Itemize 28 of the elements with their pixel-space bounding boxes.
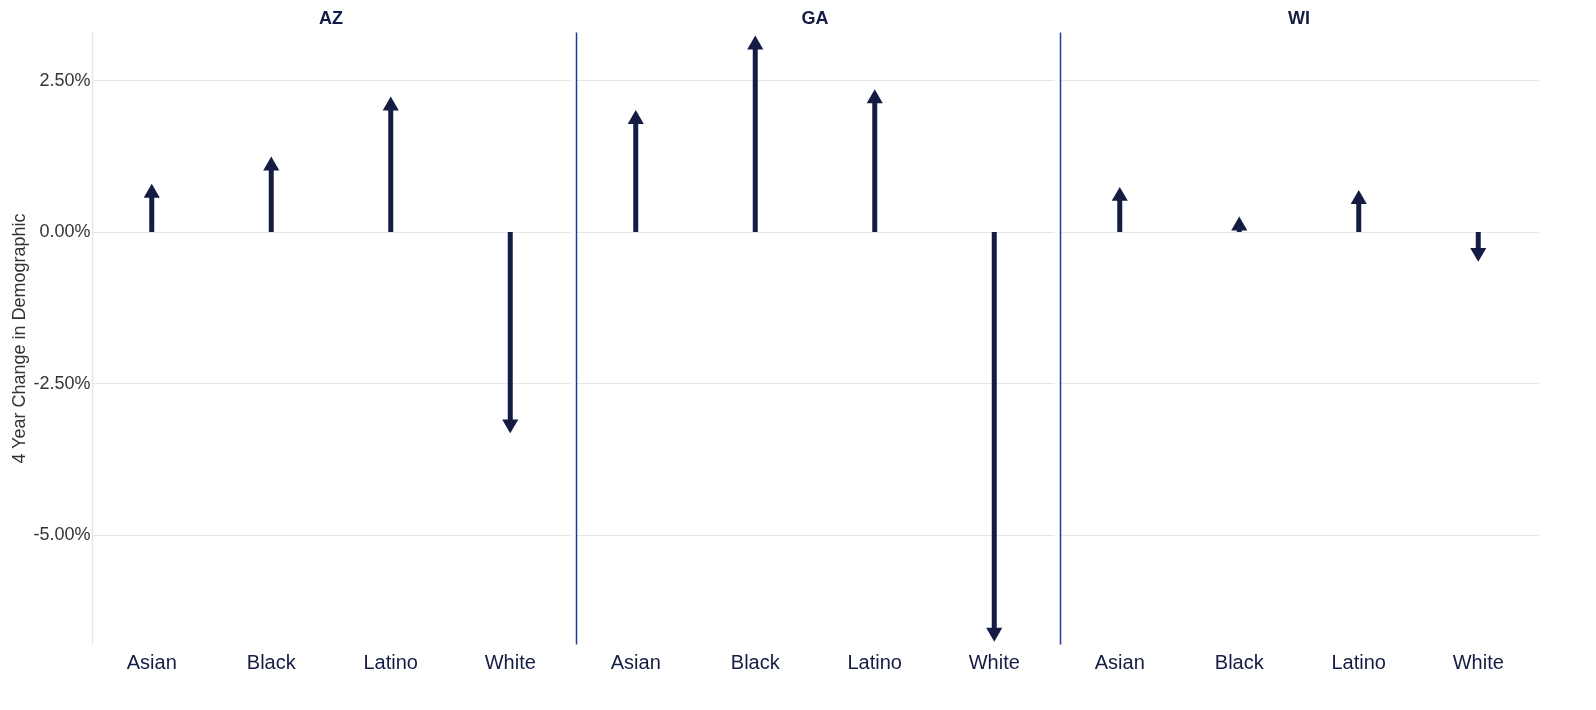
point: [1231, 216, 1248, 231]
x-tick-label: White: [1452, 650, 1504, 673]
point: [747, 35, 764, 50]
x-tick-label: Black: [1214, 650, 1265, 673]
y-axis-title: 4 Year Change in Demographic: [9, 213, 30, 464]
x-tick-label: Black: [730, 650, 781, 673]
point: [627, 109, 644, 124]
y-tick-label: -2.50%: [33, 372, 91, 393]
x-tick-label: Latino: [363, 650, 418, 673]
point: [866, 89, 883, 104]
x-tick-label: Asian: [610, 650, 661, 673]
x-tick-label: Black: [246, 650, 297, 673]
point: [1350, 189, 1367, 204]
x-tick-label: White: [484, 650, 536, 673]
chart-title: WI: [1288, 8, 1310, 28]
x-tick-label: Latino: [847, 650, 902, 673]
y-tick-label: 0.00%: [39, 221, 91, 242]
chart-title: AZ: [319, 8, 343, 28]
point: [1470, 247, 1487, 262]
y-tick-label: -5.00%: [33, 524, 91, 545]
x-tick-label: Asian: [1094, 650, 1145, 673]
y-tick-label: 2.50%: [39, 69, 91, 90]
chart-title: GA: [801, 8, 829, 28]
point: [1111, 186, 1128, 201]
x-tick-label: White: [968, 650, 1020, 673]
point: [986, 627, 1003, 642]
x-tick-label: Latino: [1331, 650, 1386, 673]
x-tick-label: Asian: [126, 650, 177, 673]
